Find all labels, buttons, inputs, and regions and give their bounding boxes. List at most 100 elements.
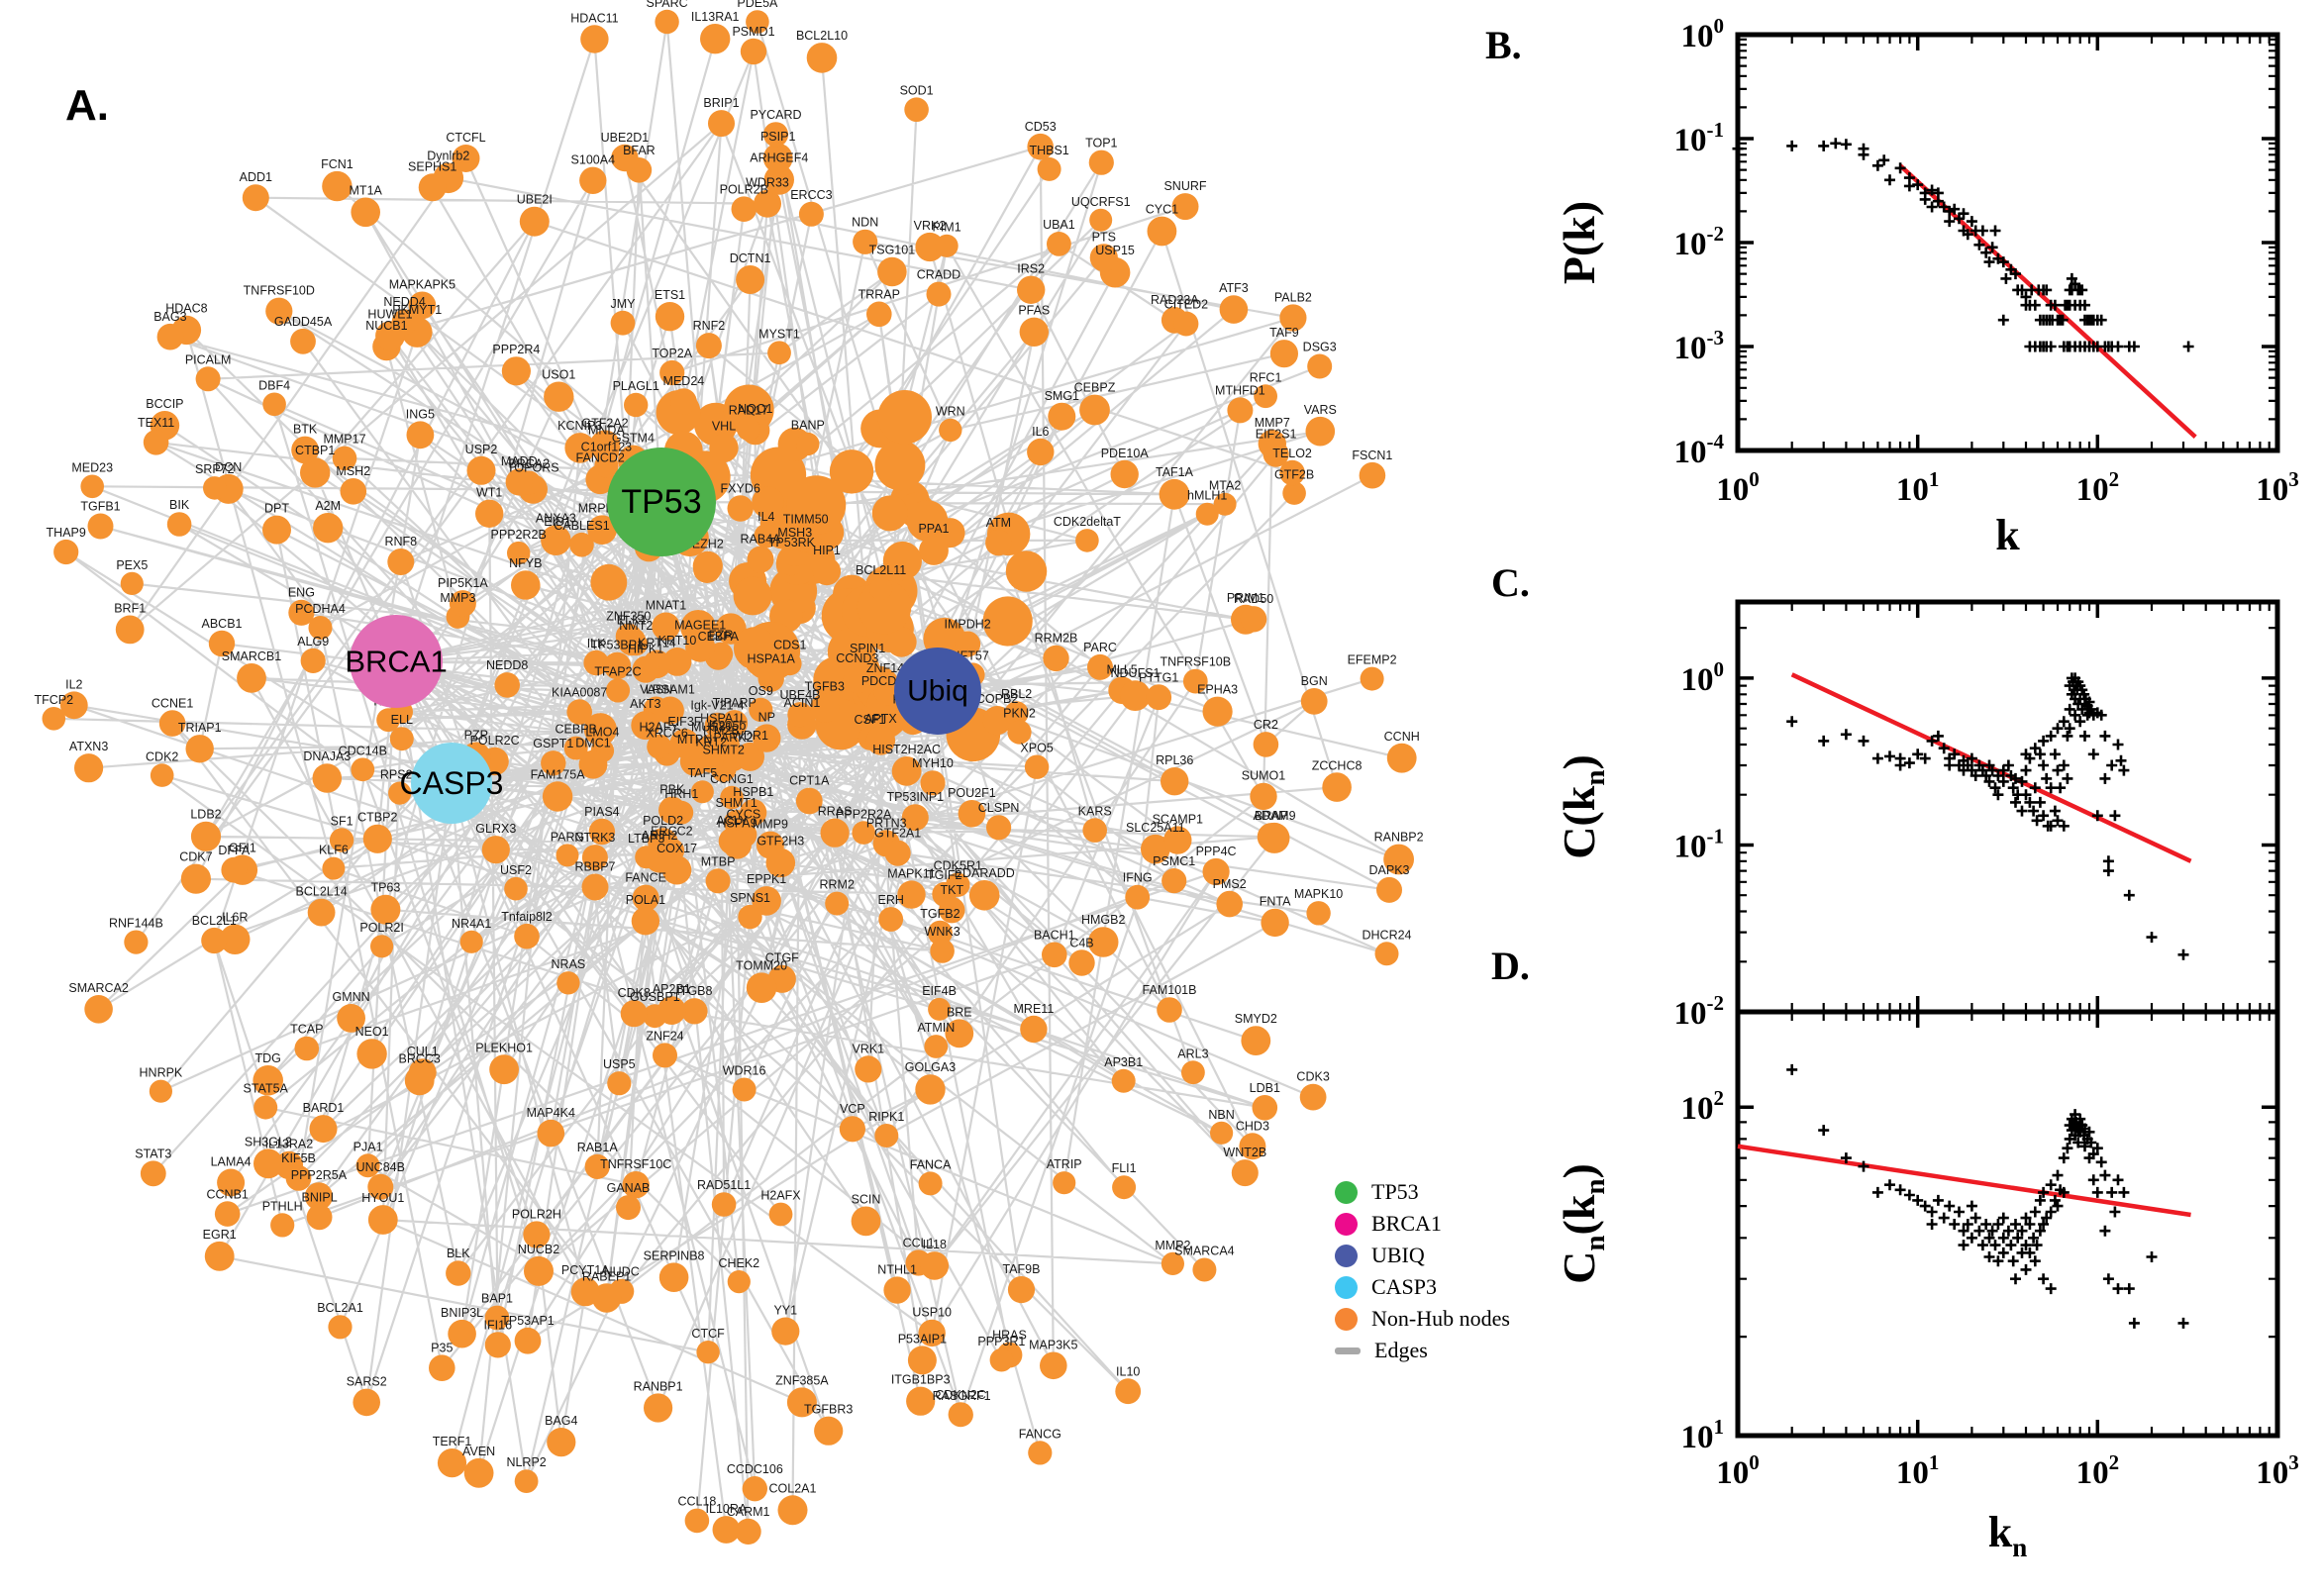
gene-label: XRCC6 xyxy=(646,726,687,740)
gene-label: KRT10 xyxy=(658,634,697,648)
gene-node xyxy=(322,856,346,880)
gene-label: TNFRSF10D xyxy=(244,284,315,298)
gene-label: LDB2 xyxy=(190,808,221,822)
gene-node xyxy=(708,110,735,138)
gene-label: RNF8 xyxy=(384,535,417,549)
gene-node xyxy=(214,1201,241,1227)
gene-label: FCN1 xyxy=(321,157,354,171)
gene-label: PRIM1 xyxy=(1227,591,1264,605)
gene-label: TAF9 xyxy=(1269,326,1299,340)
gene-node xyxy=(389,727,414,751)
gene-label: H2AFX xyxy=(760,1189,801,1203)
gene-node xyxy=(659,359,685,386)
gene-label: P53AIP1 xyxy=(898,1332,947,1346)
gene-label: KRT14 xyxy=(638,637,676,650)
gene-label: FLI1 xyxy=(1112,1161,1137,1175)
gene-label: NUCB1 xyxy=(365,319,407,333)
gene-label: RPL36 xyxy=(1156,753,1193,767)
gene-label: MTPN xyxy=(677,733,712,747)
gene-node xyxy=(747,546,774,573)
gene-node xyxy=(754,523,779,549)
gene-node xyxy=(355,1153,380,1178)
gene-node xyxy=(746,10,769,34)
gene-label: SMG1 xyxy=(1045,389,1079,403)
gene-node xyxy=(300,648,326,674)
gene-label: NEDD4 xyxy=(383,295,425,309)
gene-label: BFAR xyxy=(623,144,656,157)
gene-label: TNFRSF10B xyxy=(1161,655,1232,669)
gene-node xyxy=(367,1205,398,1235)
gene-label: UQCRFS1 xyxy=(1071,195,1131,209)
y-tick-label: 10-2 xyxy=(1674,222,1725,262)
y-tick-label: 10-1 xyxy=(1674,118,1725,158)
gene-label: ZNF385A xyxy=(775,1373,829,1387)
gene-label: USP15 xyxy=(1095,244,1135,257)
gene-label: NDUFS1 xyxy=(1110,666,1160,680)
gene-label: KARS xyxy=(1078,804,1112,818)
gene-node xyxy=(463,1457,494,1488)
gene-node xyxy=(1028,1441,1053,1465)
gene-node xyxy=(581,873,609,901)
gene-label: DSG3 xyxy=(1303,341,1337,354)
gene-label: CARM1 xyxy=(727,1505,770,1519)
gene-label: SCIN xyxy=(852,1192,881,1206)
major-ticks xyxy=(1736,1012,2279,1438)
gene-node xyxy=(270,1213,295,1238)
gene-node xyxy=(1305,416,1336,447)
gene-node xyxy=(777,1495,808,1526)
gene-node xyxy=(217,1168,246,1197)
gene-node xyxy=(120,571,144,596)
gene-node xyxy=(955,631,981,657)
gene-label: GTF2A1 xyxy=(874,827,921,841)
gene-node xyxy=(190,821,222,851)
y-tick-label: 100 xyxy=(1681,657,1725,698)
gene-label: PICALM xyxy=(185,352,232,366)
gene-node xyxy=(771,1317,800,1346)
gene-node xyxy=(792,526,819,552)
gene-node xyxy=(1024,754,1050,779)
gene-node xyxy=(475,499,504,528)
gene-node xyxy=(1079,394,1110,426)
gene-label: FAM101B xyxy=(1143,983,1197,997)
gene-node xyxy=(306,1204,333,1231)
gene-node xyxy=(541,750,566,776)
gene-node xyxy=(670,388,697,415)
gene-label: STAT5A xyxy=(244,1082,289,1096)
gene-label: BANP xyxy=(791,419,825,433)
x-tick-label: 101 xyxy=(1896,1450,1940,1491)
gene-node xyxy=(1216,890,1243,918)
gene-node xyxy=(484,1332,511,1358)
gene-label: DMC1 xyxy=(575,737,610,750)
gene-label: WT1 xyxy=(476,486,502,500)
gene-node xyxy=(556,971,580,995)
gene-label: CCDC106 xyxy=(727,1462,783,1476)
gene-node xyxy=(1171,193,1199,221)
gene-label: BTK xyxy=(293,423,318,437)
gene-node xyxy=(685,632,716,662)
gene-label: RBBP7 xyxy=(575,860,616,874)
gene-node xyxy=(418,173,447,202)
gene-label: MED23 xyxy=(71,461,113,475)
gene-label: RANBP1 xyxy=(634,1379,683,1393)
gene-label: TOMM20 xyxy=(736,958,787,972)
gene-label: RIPK1 xyxy=(868,1110,904,1124)
gene-node xyxy=(631,711,660,741)
gene-node xyxy=(939,897,965,924)
gene-label: ZNF24 xyxy=(646,1029,683,1043)
gene-node xyxy=(578,749,608,779)
gene-label: IRS2 xyxy=(1017,262,1045,276)
gene-node xyxy=(584,1153,610,1179)
gene-label: GUSBP1 xyxy=(630,990,680,1004)
gene-label: SMARCB1 xyxy=(222,649,281,663)
gene-label: MNDA xyxy=(588,424,625,438)
gene-node xyxy=(897,880,926,909)
gene-node xyxy=(185,735,214,763)
gene-label: ATMIN xyxy=(917,1021,955,1035)
gene-label: IL6R xyxy=(222,911,248,925)
gene-label: MAPK11 xyxy=(887,866,935,880)
gene-label: ACLY xyxy=(716,814,748,828)
gene-node xyxy=(1173,311,1199,337)
gene-node xyxy=(564,433,595,463)
gene-node xyxy=(387,549,415,575)
gene-node xyxy=(452,145,480,172)
